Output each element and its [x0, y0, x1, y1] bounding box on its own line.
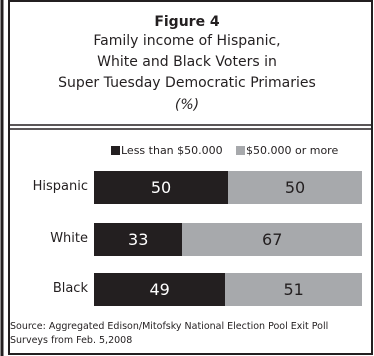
legend-item-less-than-50000: Less than $50.000	[111, 144, 223, 157]
figure-header: Figure 4 Family income of Hispanic, Whit…	[0, 0, 374, 125]
data-label-hispanic-series-1: 50	[150, 178, 172, 197]
figure-label: Figure 4	[154, 14, 220, 30]
data-label-black-series-2: 51	[283, 280, 304, 299]
legend-swatch-light	[236, 146, 245, 155]
source-line-2: Surveys from Feb. 5,2008	[10, 335, 133, 346]
figure-unit: (%)	[174, 97, 200, 113]
bar-white-series-2	[182, 223, 362, 256]
legend-label: $50.000 or more	[246, 144, 339, 157]
data-label-white-series-2: 67	[262, 230, 283, 249]
legend-swatch-dark	[111, 146, 120, 155]
data-label-hispanic-series-2: 50	[284, 178, 306, 197]
legend-item-50000-or-more: $50.000 or more	[236, 144, 338, 157]
data-label-black-series-1: 49	[149, 280, 170, 299]
category-label-white: White	[50, 231, 88, 246]
figure-title-line-2: White and Black Voters in	[97, 54, 277, 70]
source-line-1: Source: Aggregated Edison/Mitofsky Natio…	[10, 321, 329, 332]
bar-hispanic-series-1	[94, 171, 228, 204]
data-label-white-series-1: 33	[128, 230, 149, 249]
bar-hispanic-series-2	[228, 171, 362, 204]
legend-label: Less than $50.000	[121, 144, 223, 157]
category-label-black: Black	[52, 281, 88, 296]
figure-title-line-3: Super Tuesday Democratic Primaries	[58, 75, 316, 91]
source-note: Source: Aggregated Edison/Mitofsky Natio…	[10, 320, 370, 348]
bar-white-series-1	[94, 223, 183, 256]
category-label-hispanic: Hispanic	[32, 179, 88, 194]
bar-black-series-1	[94, 273, 226, 306]
bar-black-series-2	[225, 273, 362, 306]
figure-title-line-1: Family income of Hispanic,	[93, 33, 281, 49]
outer-border	[8, 0, 373, 355]
